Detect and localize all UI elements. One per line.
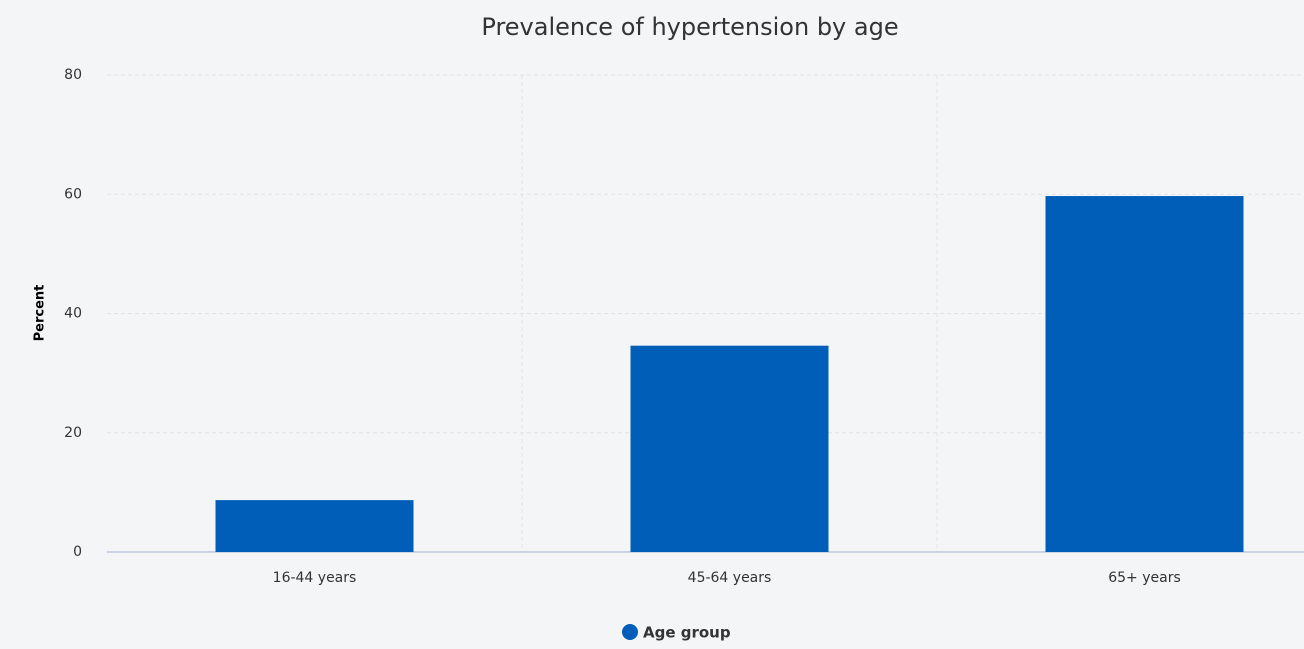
- bar: [215, 500, 414, 552]
- legend-marker: [622, 624, 638, 640]
- y-axis-label: Percent: [33, 285, 48, 342]
- legend-label: Age group: [643, 624, 731, 642]
- chart-title: Prevalence of hypertension by age: [481, 13, 898, 41]
- y-tick-label: 60: [64, 186, 82, 202]
- y-tick-label: 40: [64, 306, 82, 322]
- bar: [1045, 196, 1244, 552]
- y-tick-label: 80: [64, 67, 82, 83]
- x-tick-label: 65+ years: [1108, 570, 1181, 586]
- y-tick-label: 0: [73, 544, 82, 560]
- bar: [630, 345, 829, 552]
- x-tick-label: 45-64 years: [688, 570, 772, 586]
- y-tick-label: 20: [64, 425, 82, 441]
- x-tick-label: 16-44 years: [273, 570, 357, 586]
